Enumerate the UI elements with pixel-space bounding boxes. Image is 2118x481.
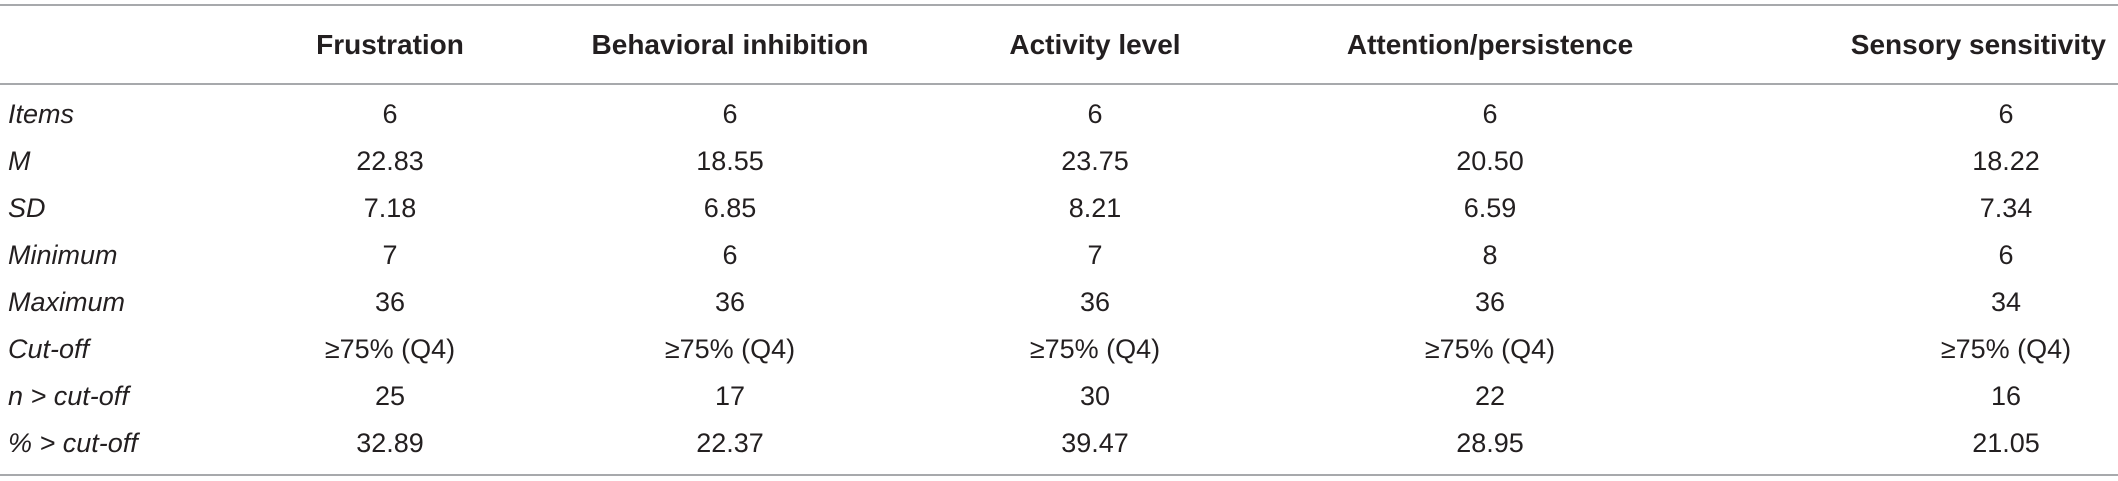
- table-cell: ≥75% (Q4): [324, 334, 456, 364]
- table-row: M 22.83 18.55 23.75 20.50 18.22: [0, 138, 2118, 185]
- header-behavioral-inhibition: Behavioral inhibition: [591, 28, 869, 60]
- table-cell: ≥75% (Q4): [664, 334, 796, 364]
- header-attention-persistence: Attention/persistence: [1346, 28, 1634, 60]
- table-cell: 36: [1079, 287, 1111, 317]
- table-cell: 30: [1079, 381, 1111, 411]
- table-cell: 18.22: [1740, 138, 2118, 185]
- table-cell: 17: [714, 381, 746, 411]
- cell-value: 18.22: [1972, 146, 2040, 176]
- table-cell: 36: [1474, 287, 1506, 317]
- row-label: Minimum: [8, 240, 118, 270]
- table-cell: 20.50: [1456, 146, 1524, 176]
- table-cell: 39.47: [1061, 428, 1129, 458]
- stats-table: Frustration Behavioral inhibition Activi…: [0, 6, 2118, 467]
- table-row: SD 7.18 6.85 8.21 6.59 7.34: [0, 185, 2118, 232]
- table-row: % > cut-off 32.89 22.37 39.47 28.95 21.05: [0, 420, 2118, 467]
- header-corner: [0, 6, 270, 83]
- table-cell: 7: [1087, 240, 1103, 270]
- table-cell: 21.05: [1740, 420, 2118, 467]
- table-cell: 36: [374, 287, 406, 317]
- table-cell: ≥75% (Q4): [1029, 334, 1161, 364]
- header-sensory-sensitivity: Sensory sensitivity: [1850, 28, 2106, 60]
- table-cell: 7.18: [363, 193, 417, 223]
- table-cell: 6.85: [703, 193, 757, 223]
- header-row: Frustration Behavioral inhibition Activi…: [0, 6, 2118, 83]
- table-cell: 18.55: [696, 146, 764, 176]
- row-label: Items: [8, 99, 75, 129]
- table-cell: 25: [374, 381, 406, 411]
- header-frustration: Frustration: [316, 28, 464, 60]
- cell-value: 6: [1998, 240, 2014, 270]
- row-label: M: [8, 146, 31, 176]
- row-label: SD: [8, 193, 46, 223]
- table-cell: 6: [1482, 99, 1498, 129]
- table-cell: 6: [382, 99, 398, 129]
- table-row: Cut-off ≥75% (Q4) ≥75% (Q4) ≥75% (Q4) ≥75% (…: [0, 326, 2118, 373]
- table-row: n > cut-off 25 17 30 22 16: [0, 373, 2118, 420]
- table-cell: 28.95: [1456, 428, 1524, 458]
- cell-value: 6: [1998, 99, 2014, 129]
- table-row: Maximum 36 36 36 36 34: [0, 279, 2118, 326]
- table-cell: 6.59: [1463, 193, 1517, 223]
- table-cell: 6: [722, 99, 738, 129]
- top-rule: [0, 4, 2118, 6]
- table-cell: 22.37: [696, 428, 764, 458]
- row-label: Cut-off: [8, 334, 90, 364]
- table-cell: 36: [714, 287, 746, 317]
- cell-value: 34: [1990, 287, 2022, 317]
- bottom-rule: [0, 474, 2118, 476]
- table-row: Minimum 7 6 7 8 6: [0, 232, 2118, 279]
- row-label: n > cut-off: [8, 381, 129, 411]
- cell-value: 16: [1990, 381, 2022, 411]
- table-cell: 8.21: [1068, 193, 1122, 223]
- row-label: Maximum: [8, 287, 126, 317]
- table-cell: 22: [1474, 381, 1506, 411]
- table-cell: ≥75% (Q4): [1740, 326, 2118, 373]
- cell-value: 21.05: [1972, 428, 2040, 458]
- table-cell: 7.34: [1740, 185, 2118, 232]
- table-cell: 8: [1482, 240, 1498, 270]
- table-cell: 22.83: [356, 146, 424, 176]
- table-cell: 16: [1740, 373, 2118, 420]
- table-cell: 6: [1740, 83, 2118, 138]
- header-activity-level: Activity level: [1009, 28, 1181, 60]
- cell-value: 7.34: [1979, 193, 2033, 223]
- table-cell: 7: [382, 240, 398, 270]
- table-cell: 6: [1087, 99, 1103, 129]
- row-label: % > cut-off: [8, 428, 138, 458]
- table-cell: 32.89: [356, 428, 424, 458]
- table-cell: 6: [722, 240, 738, 270]
- table-cell: 23.75: [1061, 146, 1129, 176]
- table-cell: 34: [1740, 279, 2118, 326]
- table-row: Items 6 6 6 6 6: [0, 83, 2118, 138]
- table-cell: 6: [1740, 232, 2118, 279]
- cell-value: ≥75% (Q4): [1940, 334, 2072, 364]
- table-cell: ≥75% (Q4): [1424, 334, 1556, 364]
- header-rule: [0, 83, 2118, 85]
